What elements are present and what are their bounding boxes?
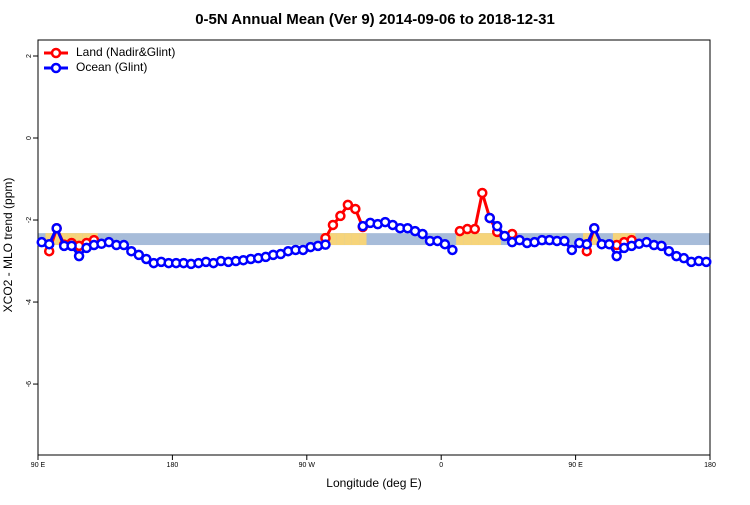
y-tick-label: 2 [26,54,33,58]
y-tick-label: -6 [26,381,33,387]
data-point [484,212,495,224]
data-point [350,203,361,215]
data-point [73,250,85,262]
x-axis-label: Longitude (deg E) [326,476,421,490]
data-point [417,228,428,240]
land-band-patch [478,233,486,246]
y-tick-label: -2 [26,217,33,223]
land-band-patch [359,233,367,246]
data-point [663,245,675,257]
data-point [118,239,130,251]
data-point [439,238,451,250]
data-point [327,219,339,231]
data-point [701,256,712,268]
data-point [559,235,570,247]
x-tick-label: 0 [439,462,443,469]
data-point [66,240,77,252]
land-band-patch [75,233,83,246]
x-tick-label: 180 [167,462,179,469]
land-band-patch [344,233,352,246]
legend-marker [50,62,62,74]
land-band-patch [351,233,360,246]
data-point [43,238,55,250]
y-axis-label: XCO2 - MLO trend (ppm) [1,178,15,313]
data-point [51,222,62,234]
x-tick-label: 180 [704,462,716,469]
y-tick-label: 0 [26,136,33,140]
data-point [477,187,488,199]
land-band-patch [52,233,61,246]
land-band-patch [336,233,345,246]
land-band-patch [471,233,479,246]
x-tick-label: 90 W [299,462,316,469]
data-point [611,250,622,262]
data-point [603,238,615,250]
data-point [491,220,503,232]
land-band-patch [612,233,621,246]
legend-label: Land (Nadir&Glint) [76,45,175,59]
data-point [342,199,354,211]
data-point [133,249,145,261]
land-band-patch [486,233,494,246]
land-band-patch [60,233,68,246]
legend-marker [50,47,62,59]
plot-frame [37,39,711,456]
x-tick-label: 90 E [568,462,583,469]
data-point [566,244,578,256]
x-tick-label: 90 E [31,462,46,469]
data-point [656,240,667,252]
data-point [499,230,510,242]
data-point [141,253,152,265]
land-band-patch [456,233,464,246]
data-point [469,223,481,235]
land-band-patch [493,233,501,246]
data-point [589,222,600,234]
data-point [581,238,593,250]
chart-title: 0-5N Annual Mean (Ver 9) 2014-09-06 to 2… [195,11,555,28]
legend-label: Ocean (Glint) [76,60,147,74]
data-point [335,210,346,222]
data-point [447,244,458,256]
land-band-patch [590,233,598,246]
land-band-patch [329,233,337,246]
y-tick-label: -4 [26,299,33,305]
land-band-patch [463,233,472,246]
reference-band [38,233,710,246]
data-point [320,239,331,250]
